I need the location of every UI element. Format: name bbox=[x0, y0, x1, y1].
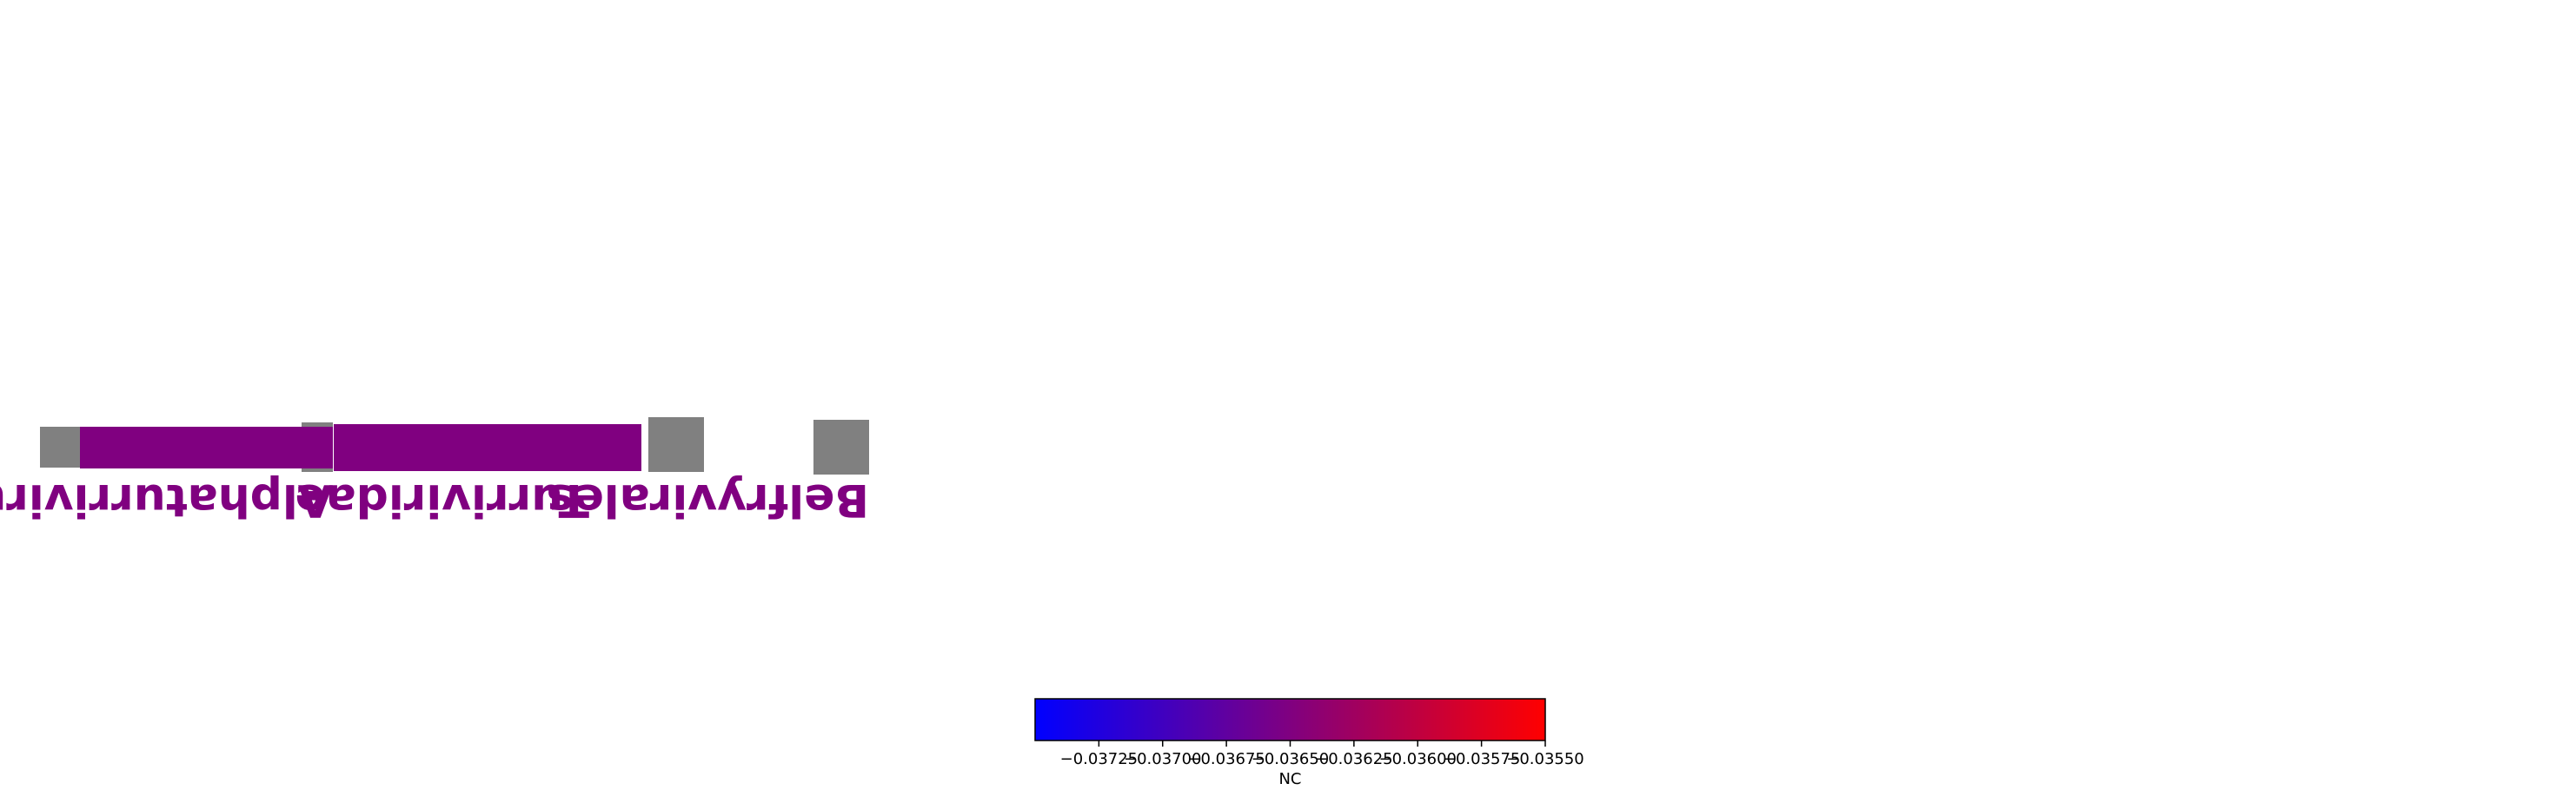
colorbar-tick-label: −0.03675 bbox=[1187, 750, 1265, 768]
taxon-bar-genus bbox=[80, 427, 333, 468]
colorbar: −0.03725−0.03700−0.03675−0.03650−0.03625… bbox=[1034, 698, 1584, 788]
colorbar-tick-label: −0.03550 bbox=[1506, 750, 1584, 768]
taxon-heatmap: BelfryviralesTurriviridaeAlphaturrivirus bbox=[0, 417, 869, 526]
taxon-label-family: Turriviridae bbox=[295, 474, 589, 526]
colorbar-tick-label: −0.03650 bbox=[1251, 750, 1330, 768]
missing-value-cell bbox=[40, 427, 82, 468]
colorbar-tick-label: −0.03725 bbox=[1060, 750, 1139, 768]
missing-value-cell bbox=[813, 420, 869, 475]
colorbar-tick-label: −0.03700 bbox=[1124, 750, 1202, 768]
colorbar-tick-label: −0.03625 bbox=[1315, 750, 1393, 768]
taxon-bars bbox=[80, 424, 641, 471]
colorbar-gradient bbox=[1034, 698, 1546, 741]
colorbar-tick-label: −0.03600 bbox=[1378, 750, 1457, 768]
missing-value-cell bbox=[648, 417, 704, 472]
taxon-label-genus: Alphaturrivirus bbox=[0, 474, 333, 526]
taxon-label-order: Belfryvirales bbox=[547, 474, 869, 526]
taxon-labels: BelfryviralesTurriviridaeAlphaturrivirus bbox=[0, 474, 869, 526]
colorbar-label: NC bbox=[1278, 770, 1301, 788]
missing-value-cells bbox=[40, 417, 869, 475]
colorbar-ticks: −0.03725−0.03700−0.03675−0.03650−0.03625… bbox=[1060, 741, 1584, 768]
taxon-bar-family bbox=[335, 426, 585, 470]
colorbar-tick-label: −0.03575 bbox=[1443, 750, 1521, 768]
